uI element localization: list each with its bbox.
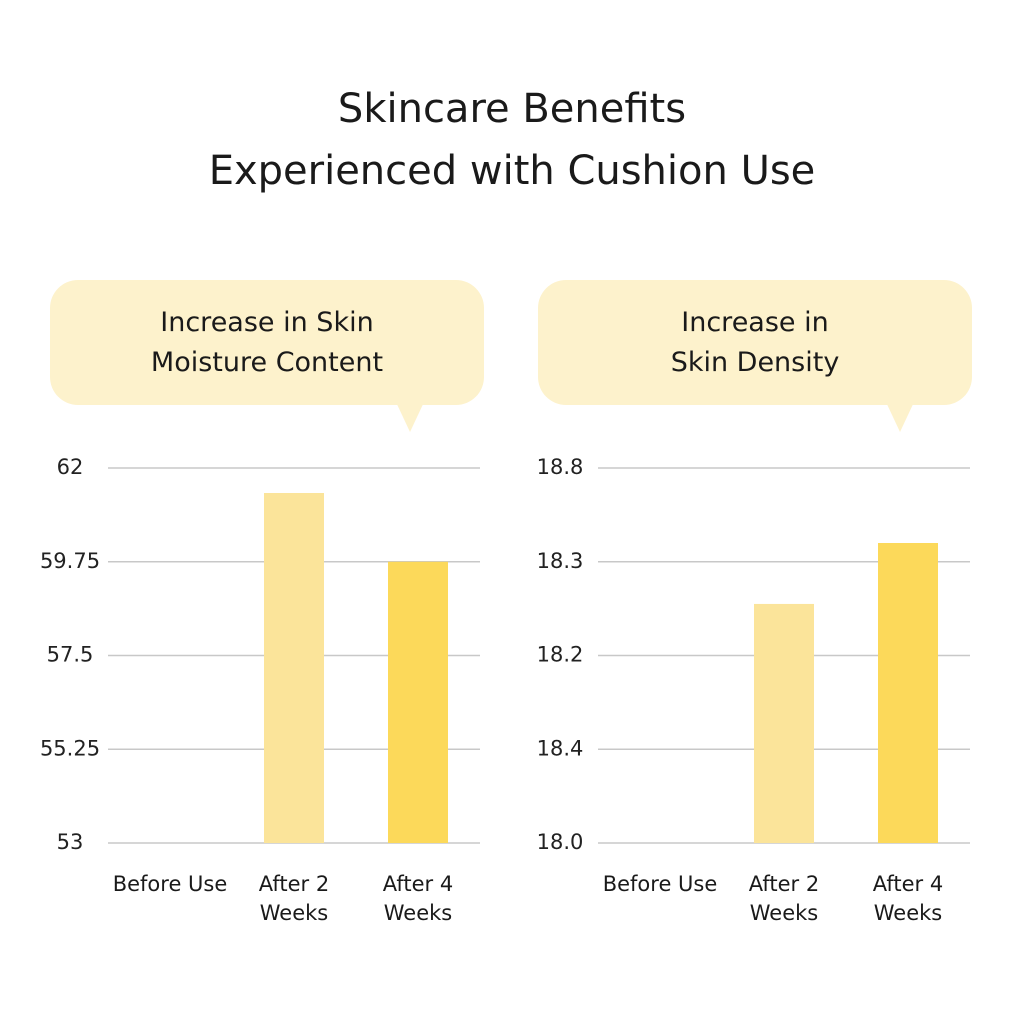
bar bbox=[878, 543, 938, 843]
x-tick-label: After 4 Weeks bbox=[872, 872, 944, 925]
x-tick-label: Before Use bbox=[112, 872, 228, 896]
y-tick-label: 18.3 bbox=[537, 549, 584, 573]
y-tick-label: 18.4 bbox=[537, 736, 584, 760]
x-tick-label: Before Use bbox=[602, 872, 718, 896]
x-tick-label: After 2 Weeks bbox=[258, 872, 330, 925]
y-tick-label: 62 bbox=[57, 455, 84, 479]
y-tick-label: 18.8 bbox=[537, 455, 584, 479]
y-tick-label: 18.2 bbox=[537, 643, 584, 667]
y-tick-label: 57.5 bbox=[47, 643, 94, 667]
y-tick-label: 55.25 bbox=[40, 736, 100, 760]
x-tick-label: After 4 Weeks bbox=[382, 872, 454, 925]
y-tick-label: 18.0 bbox=[537, 830, 584, 854]
x-tick-label: After 2 Weeks bbox=[748, 872, 820, 925]
y-tick-label: 59.75 bbox=[40, 549, 100, 573]
chart-title: Increase in Skin Density bbox=[538, 280, 972, 405]
chart-title: Increase in Skin Moisture Content bbox=[50, 280, 484, 405]
bar bbox=[264, 493, 324, 843]
bar bbox=[388, 561, 448, 843]
bubble-tail bbox=[395, 400, 425, 432]
bubble-tail bbox=[885, 400, 915, 432]
y-tick-label: 53 bbox=[57, 830, 84, 854]
page-title: Skincare Benefits Experienced with Cushi… bbox=[208, 86, 816, 194]
bar bbox=[754, 603, 814, 843]
